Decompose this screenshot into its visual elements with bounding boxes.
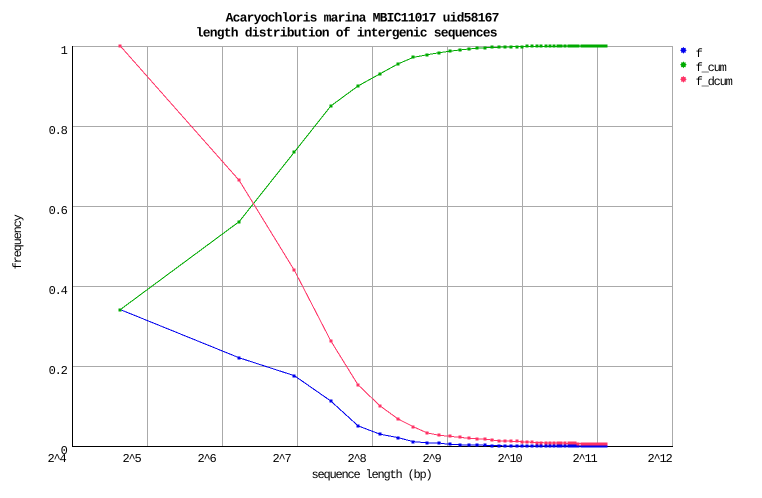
svg-text:f_dcum: f_dcum [696, 75, 733, 89]
svg-text:2^11: 2^11 [573, 452, 598, 466]
svg-text:length distribution of interge: length distribution of intergenic sequen… [196, 26, 498, 41]
svg-text:f: f [696, 47, 703, 61]
svg-text:2^4: 2^4 [48, 452, 67, 466]
svg-text:0.4: 0.4 [49, 284, 68, 298]
svg-text:0.8: 0.8 [49, 124, 68, 138]
svg-text:0.2: 0.2 [49, 364, 68, 378]
svg-text:0.6: 0.6 [49, 204, 68, 218]
svg-text:sequence length (bp): sequence length (bp) [311, 468, 431, 482]
svg-text:2^8: 2^8 [348, 452, 367, 466]
svg-text:2^10: 2^10 [498, 452, 523, 466]
svg-text:2^5: 2^5 [123, 452, 142, 466]
svg-text:2^12: 2^12 [648, 452, 673, 466]
svg-text:2^7: 2^7 [273, 452, 292, 466]
svg-text:f_cum: f_cum [696, 61, 727, 75]
svg-text:frequency: frequency [11, 214, 25, 269]
svg-text:2^9: 2^9 [423, 452, 442, 466]
svg-text:Acaryochloris marina MBIC11017: Acaryochloris marina MBIC11017 uid58167 [226, 11, 499, 26]
svg-text:2^6: 2^6 [198, 452, 217, 466]
svg-text:0: 0 [61, 444, 68, 458]
svg-text:1: 1 [61, 44, 68, 58]
